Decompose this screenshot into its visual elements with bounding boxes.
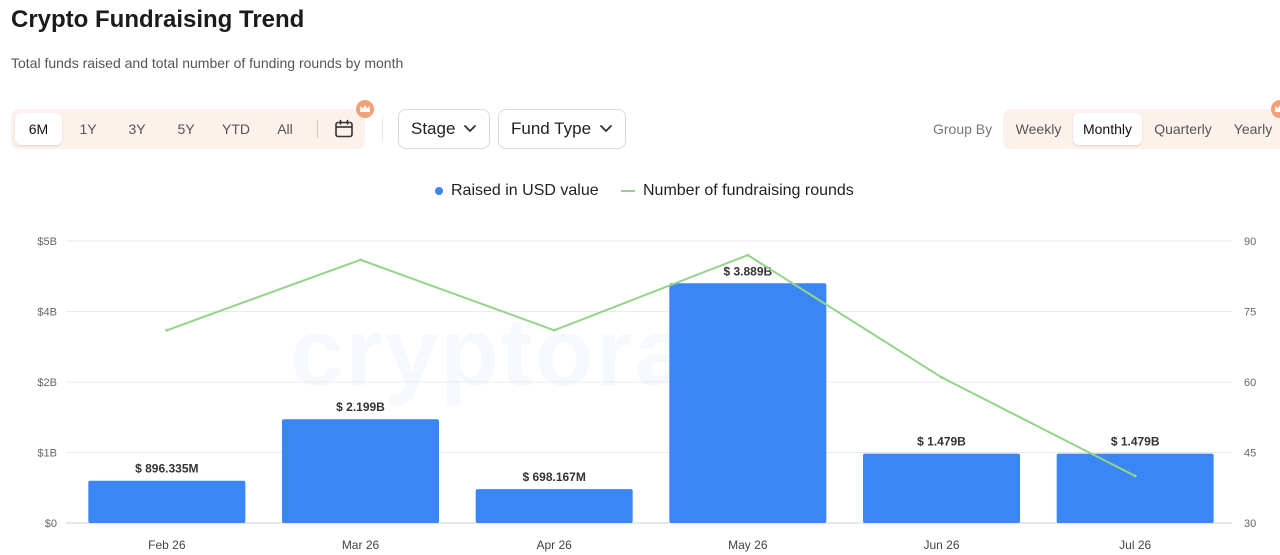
bar-value-label: $ 1.479B: [917, 435, 966, 449]
bar: [88, 480, 246, 523]
filter-divider: [382, 117, 383, 141]
legend-item-raised[interactable]: Raised in USD value: [435, 182, 599, 200]
rounds-line: [166, 254, 1136, 477]
y-right-tick-label: 45: [1244, 448, 1256, 460]
calendar-icon[interactable]: [333, 118, 355, 140]
group-monthly-button[interactable]: Monthly: [1073, 113, 1142, 145]
fund-type-dropdown-label: Fund Type: [511, 119, 592, 138]
bar-value-label: $ 896.335M: [135, 462, 198, 476]
legend-line-icon: [621, 190, 635, 192]
legend-label-raised: Raised in USD value: [451, 182, 599, 199]
y-left-tick-label: $2B: [37, 377, 57, 389]
range-ytd-button[interactable]: YTD: [222, 121, 250, 137]
y-left-tick-label: $0: [45, 518, 57, 530]
premium-crown-icon: [356, 100, 374, 118]
bar: [282, 419, 439, 523]
page-title: Crypto Fundraising Trend: [11, 6, 305, 33]
y-right-tick-label: 30: [1244, 518, 1256, 530]
x-tick-label: Jul 26: [1119, 538, 1151, 552]
group-quarterly-button[interactable]: Quarterly: [1154, 121, 1212, 137]
rounds-point: [552, 328, 556, 332]
group-weekly-button[interactable]: Weekly: [1015, 121, 1062, 137]
rounds-point: [165, 328, 169, 332]
x-tick-label: Feb 26: [148, 538, 186, 552]
legend-dot-icon: [435, 187, 443, 195]
x-tick-label: Apr 26: [536, 538, 572, 552]
y-left-tick-label: $1B: [37, 448, 57, 460]
y-right-tick-label: 60: [1244, 377, 1256, 389]
stage-dropdown[interactable]: Stage: [398, 109, 490, 149]
y-right-tick-label: 75: [1244, 307, 1256, 319]
rounds-point: [359, 258, 362, 262]
bar: [1056, 453, 1214, 523]
range-1y-button[interactable]: 1Y: [79, 121, 97, 137]
group-by-label: Group By: [933, 121, 993, 137]
bar: [863, 453, 1020, 523]
chevron-down-icon: [600, 125, 612, 132]
x-tick-label: May 26: [728, 538, 768, 552]
group-yearly-button[interactable]: Yearly: [1233, 121, 1273, 137]
range-3y-button[interactable]: 3Y: [128, 121, 146, 137]
bar-value-label: $ 1.479B: [1111, 435, 1160, 449]
x-tick-label: Jun 26: [923, 538, 959, 552]
range-6m-button[interactable]: 6M: [15, 113, 62, 145]
bar-value-label: $ 3.889B: [723, 264, 772, 278]
chevron-down-icon: [464, 125, 476, 132]
stage-dropdown-label: Stage: [411, 119, 456, 138]
bar-value-label: $ 2.199B: [336, 400, 385, 414]
rounds-point: [746, 253, 750, 257]
bar-value-label: $ 698.167M: [522, 470, 585, 484]
legend-label-rounds: Number of fundraising rounds: [643, 182, 854, 199]
y-left-tick-label: $4B: [37, 307, 57, 319]
legend-item-rounds[interactable]: Number of fundraising rounds: [621, 182, 854, 200]
range-divider: [317, 120, 318, 138]
rounds-point: [1133, 474, 1137, 478]
group-by-selector: Weekly Monthly Quarterly Yearly: [1003, 109, 1280, 149]
y-left-tick-label: $5B: [37, 236, 57, 248]
y-right-tick-label: 90: [1244, 236, 1256, 248]
range-5y-button[interactable]: 5Y: [177, 121, 195, 137]
range-all-button[interactable]: All: [277, 121, 293, 137]
x-tick-label: Mar 26: [342, 538, 380, 552]
time-range-selector: 6M 1Y 3Y 5Y YTD All: [11, 109, 365, 149]
page-subtitle: Total funds raised and total number of f…: [11, 55, 404, 71]
rounds-point: [940, 375, 943, 379]
premium-crown-icon: [1271, 100, 1280, 118]
fund-type-dropdown[interactable]: Fund Type: [498, 109, 626, 149]
bar: [669, 283, 827, 523]
bar: [475, 489, 633, 523]
